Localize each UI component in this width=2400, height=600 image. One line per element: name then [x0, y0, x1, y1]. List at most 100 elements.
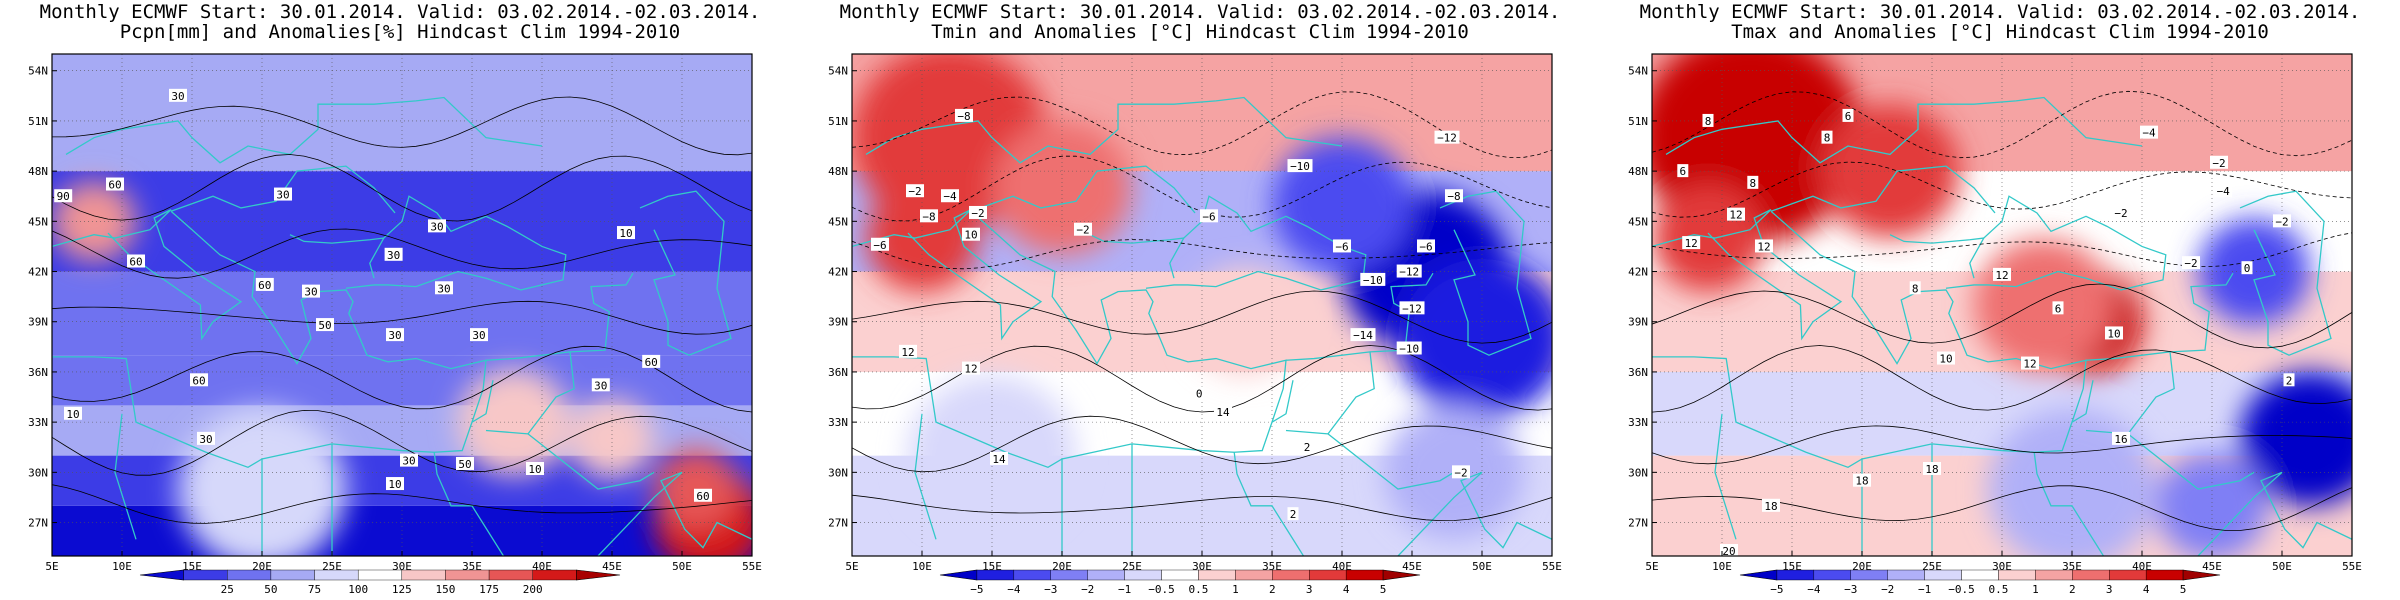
colorbar-segment: [357, 569, 403, 581]
y-tick-label: 27N: [1628, 517, 1648, 530]
coastline: [485, 272, 634, 361]
coastline: [970, 165, 1196, 214]
contour-label-bg: [2214, 184, 2233, 198]
contour-label: 60: [258, 279, 271, 292]
colorbar-segment: [1961, 569, 1999, 581]
y-tick-label: 51N: [28, 115, 48, 128]
y-tick-label: 48N: [1628, 165, 1648, 178]
contour-label-bg: [1445, 189, 1463, 203]
contour-line: [1652, 232, 2352, 267]
contour-label-bg: [1287, 159, 1313, 173]
contours: [52, 96, 752, 524]
contour-label-bg: [2182, 256, 2200, 270]
x-tick-label: 50E: [2272, 560, 2292, 573]
colorbar-segment: [532, 569, 577, 581]
contour-label-bg: [2210, 155, 2228, 169]
coastline: [52, 209, 243, 341]
y-tick-label: 30N: [28, 466, 48, 479]
panel-precipitation: Monthly ECMWF Start: 30.01.2014. Valid: …: [0, 0, 800, 600]
colorbar-label: −1: [1918, 583, 1931, 596]
contour-label: −2: [908, 185, 921, 198]
contour-label-bg: [962, 361, 980, 375]
contour-label-bg: [1909, 281, 1921, 295]
y-tick-label: 27N: [28, 517, 48, 530]
field-blob: [1652, 184, 1764, 292]
contour-label-bg: [2283, 373, 2295, 387]
contour-label: −4: [2142, 127, 2156, 140]
chart-title-line2: Pcpn[mm] and Anomalies[%] Hindcast Clim …: [120, 21, 681, 43]
contour-line: [852, 290, 1552, 344]
coastline: [2033, 452, 2105, 556]
contour-label-bg: [1702, 113, 1714, 127]
coastline: [865, 96, 1343, 164]
contour-label: −8: [922, 210, 935, 223]
contour-label: 60: [645, 356, 658, 369]
contour-label-bg: [274, 187, 292, 201]
contour-label-bg: [617, 226, 635, 240]
contour-label: 90: [57, 190, 70, 203]
colorbar-label: 4: [2143, 583, 2150, 596]
contour-label: −2: [971, 207, 984, 220]
coastlines: [52, 96, 752, 556]
colorbar-extend-low: [139, 569, 184, 581]
colorbar-segment: [1087, 569, 1125, 581]
colorbar: 25 50 75 100 125 150 175 200: [139, 569, 621, 596]
colorbar-segment: [2145, 569, 2184, 581]
x-tick-label: 20E: [252, 560, 272, 573]
panel-tmax: Monthly ECMWF Start: 30.01.2014. Valid: …: [1600, 0, 2400, 600]
coastline: [1397, 471, 1552, 556]
contour-label: 30: [387, 249, 400, 262]
contour-label-bg: [1993, 267, 2011, 281]
contour-label-bg: [1200, 209, 1218, 223]
chart-tmax: Monthly ECMWF Start: 30.01.2014. Valid: …: [1628, 1, 2362, 596]
contour-line: [852, 91, 1552, 159]
y-tick-label: 27N: [828, 517, 848, 530]
contour-label: 10: [388, 478, 401, 491]
colorbar-label: −1: [1118, 583, 1131, 596]
coastline: [52, 210, 487, 469]
colorbar-label: −3: [1044, 583, 1057, 596]
contour-label-bg: [1287, 507, 1299, 521]
grid: [1652, 54, 2352, 556]
y-tick-label: 51N: [1628, 115, 1648, 128]
contour-label: −2: [2212, 157, 2225, 170]
contour-label: −4: [943, 190, 957, 203]
contour-line: [52, 345, 752, 413]
contour-label-bg: [2140, 125, 2158, 139]
x-tick-label: 50E: [1472, 560, 1492, 573]
colorbar-segment: [976, 569, 1015, 581]
contour-label: 16: [2114, 433, 2127, 446]
contour-line: [1652, 425, 2352, 465]
coastline: [1271, 380, 1294, 423]
colorbar-label: 2: [1269, 583, 1276, 596]
x-tick-label: 35E: [2062, 560, 2082, 573]
contour-label: −2: [2184, 257, 2197, 270]
chart-title-line1: Monthly ECMWF Start: 30.01.2014. Valid: …: [40, 1, 761, 23]
contour-label-bg: [1842, 108, 1854, 122]
y-tick-label: 42N: [28, 266, 48, 279]
contour-label: 60: [696, 490, 709, 503]
field-blob: [1820, 104, 1960, 239]
contour-label-bg: [2052, 301, 2064, 315]
contour-label-bg: [400, 453, 418, 467]
contour-label: 30: [430, 220, 443, 233]
colorbar-label: −4: [1807, 583, 1821, 596]
x-tick-label: 30E: [1992, 560, 2012, 573]
contour-line: [1652, 345, 2352, 413]
colorbar-segment: [401, 569, 446, 581]
grid: [52, 54, 752, 556]
contour-label-bg: [1214, 405, 1232, 419]
colorbar-label: 150: [436, 583, 456, 596]
x-tick-label: 35E: [462, 560, 482, 573]
contour-label-bg: [1434, 130, 1460, 144]
x-tick-label: 45E: [602, 560, 622, 573]
colorbar-label: 1: [1232, 583, 1239, 596]
colorbar-segment: [2109, 569, 2147, 581]
contour-label: 10: [528, 463, 541, 476]
x-tick-label: 55E: [2342, 560, 2362, 573]
chart-title-line1: Monthly ECMWF Start: 30.01.2014. Valid: …: [1640, 1, 2361, 23]
contour-label: 18: [1764, 500, 1777, 513]
contour-label-bg: [470, 328, 488, 342]
colorbar-label: 50: [264, 583, 277, 596]
contour-label: 20: [1722, 545, 1735, 558]
